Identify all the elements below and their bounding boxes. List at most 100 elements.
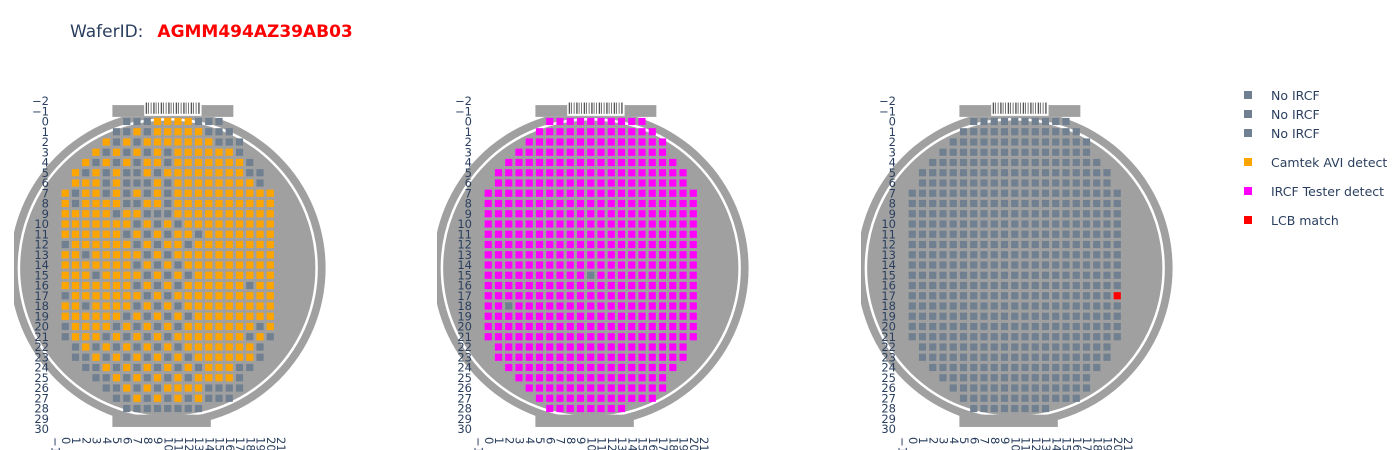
die [658, 199, 667, 208]
die [1011, 271, 1019, 279]
die [153, 251, 162, 259]
die [939, 210, 947, 218]
die [174, 384, 182, 392]
die [1072, 333, 1080, 341]
die [71, 261, 80, 269]
die [1052, 220, 1060, 228]
die [908, 333, 916, 341]
die [123, 261, 131, 269]
die [607, 374, 615, 382]
die [1052, 261, 1060, 269]
die [525, 148, 533, 156]
die [576, 210, 585, 218]
die [1041, 394, 1050, 402]
die [1011, 240, 1019, 249]
die [628, 353, 636, 361]
wafer-bottom-edge [535, 414, 634, 427]
die [205, 302, 213, 310]
die [484, 312, 492, 320]
die [484, 271, 492, 279]
legend-swatch [1244, 158, 1252, 166]
die [515, 333, 523, 341]
die [1031, 169, 1039, 177]
die [546, 353, 554, 361]
die [174, 251, 182, 259]
die [143, 271, 151, 279]
die [1021, 148, 1029, 156]
die [1011, 353, 1019, 361]
die [949, 179, 957, 187]
die [246, 261, 254, 269]
die [133, 230, 141, 238]
y-tick-label: 1 [42, 125, 49, 139]
die [1041, 292, 1050, 300]
die [71, 210, 80, 218]
die [246, 169, 254, 177]
die [576, 117, 585, 126]
die [246, 271, 254, 279]
die [112, 148, 121, 156]
die [515, 210, 523, 218]
die [918, 220, 927, 228]
die [648, 394, 656, 402]
die [1082, 333, 1091, 341]
die [143, 240, 151, 249]
die [184, 333, 192, 341]
die [184, 292, 192, 300]
y-tick-label: 0 [889, 115, 896, 129]
die [1031, 394, 1039, 402]
die [576, 240, 585, 249]
x-tick-label: 6 [543, 437, 557, 444]
die [990, 240, 998, 249]
y-tick-label: 8 [465, 197, 472, 211]
die [143, 343, 151, 351]
die [566, 281, 574, 290]
die [949, 220, 957, 228]
die [566, 128, 574, 136]
die [597, 343, 605, 351]
die [1052, 271, 1060, 279]
die [194, 374, 203, 382]
die [980, 148, 988, 156]
x-tick-label: −1 [472, 437, 486, 450]
die [597, 199, 605, 208]
die [215, 292, 223, 300]
die [587, 292, 595, 300]
die [1031, 384, 1039, 392]
die [980, 138, 988, 146]
die [505, 271, 513, 279]
die [1093, 292, 1101, 300]
die [617, 220, 626, 228]
die [494, 220, 503, 228]
die [959, 220, 968, 228]
die [679, 281, 687, 290]
die [184, 322, 192, 331]
die [648, 312, 656, 320]
die [1103, 240, 1111, 249]
die-layer [908, 117, 1121, 413]
die [123, 394, 131, 402]
die [123, 199, 131, 208]
legend-swatch [1244, 129, 1252, 137]
die [918, 230, 927, 238]
die [679, 199, 687, 208]
die [535, 333, 544, 341]
die [143, 374, 151, 382]
die [92, 363, 100, 372]
y-tick-label: 21 [881, 330, 896, 344]
die [1011, 158, 1019, 167]
die [556, 384, 564, 392]
die [566, 384, 574, 392]
die [980, 189, 988, 197]
die [929, 158, 937, 167]
die [689, 302, 697, 310]
die [164, 363, 172, 372]
die [225, 179, 233, 187]
die [576, 292, 585, 300]
die [1062, 343, 1070, 351]
die [990, 189, 998, 197]
die [184, 384, 192, 392]
die [215, 384, 223, 392]
die [638, 158, 646, 167]
y-tick-label: 9 [465, 207, 472, 221]
